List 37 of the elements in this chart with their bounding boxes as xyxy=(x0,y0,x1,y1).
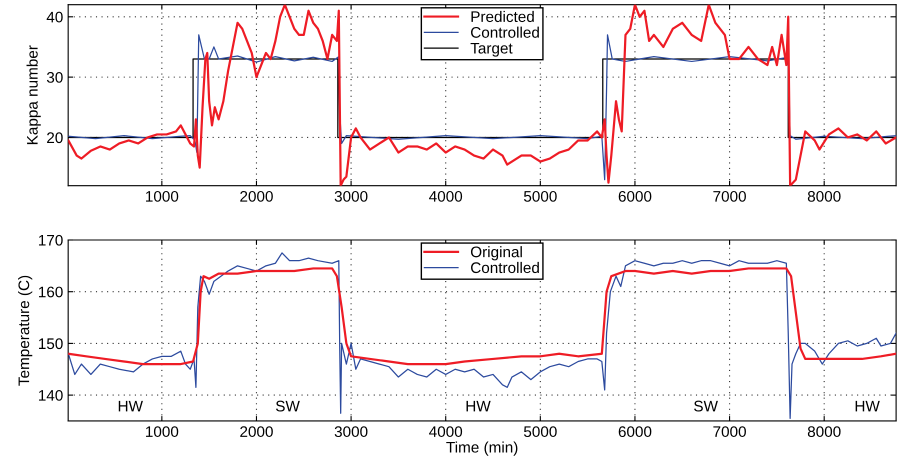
y-tick-label: 170 xyxy=(38,234,63,246)
x-tick-label: 3000 xyxy=(334,190,368,202)
y-tick-label: 20 xyxy=(47,132,63,144)
x-tick-label: 5000 xyxy=(524,190,557,202)
x-tick-label: 2000 xyxy=(240,190,273,202)
legend-label: Original xyxy=(470,246,522,260)
x-tick-label: 3000 xyxy=(334,426,368,438)
x-tick-label: 8000 xyxy=(808,426,841,438)
y-tick-label: 30 xyxy=(46,72,63,83)
y-tick-label: 140 xyxy=(38,390,63,401)
line-series xyxy=(68,4,896,186)
x-tick-label: 2000 xyxy=(240,426,273,438)
x-tick-label: 6000 xyxy=(618,190,652,202)
y-tick-label: 40 xyxy=(46,12,63,22)
legend-label: Controlled xyxy=(471,26,539,38)
x-tick-label: 6000 xyxy=(618,426,652,438)
annotation: HW xyxy=(466,400,491,412)
annotation: HW xyxy=(856,400,880,412)
x-tick-label: 7000 xyxy=(713,426,746,438)
legend-label: Controlled xyxy=(471,262,539,274)
x-axis-title: Time (min) xyxy=(446,441,518,456)
x-tick-label: 4000 xyxy=(429,190,462,202)
y-axis-title: Kappa number xyxy=(26,45,41,144)
annotation: SW xyxy=(694,400,718,412)
x-tick-label: 7000 xyxy=(713,190,746,202)
annotation: HW xyxy=(118,400,143,412)
y-tick-label: 160 xyxy=(38,286,63,298)
legend-label: Target xyxy=(470,42,513,57)
x-tick-label: 8000 xyxy=(808,190,841,202)
annotation: SW xyxy=(276,400,300,412)
y-tick-label: 150 xyxy=(38,338,63,350)
legend-label: Predicted xyxy=(471,10,534,22)
x-tick-label: 4000 xyxy=(429,426,462,438)
x-tick-label: 1000 xyxy=(146,426,178,438)
x-tick-label: 5000 xyxy=(524,426,557,438)
x-tick-label: 1000 xyxy=(146,190,178,202)
y-axis-title: Temperature (C) xyxy=(18,276,32,386)
